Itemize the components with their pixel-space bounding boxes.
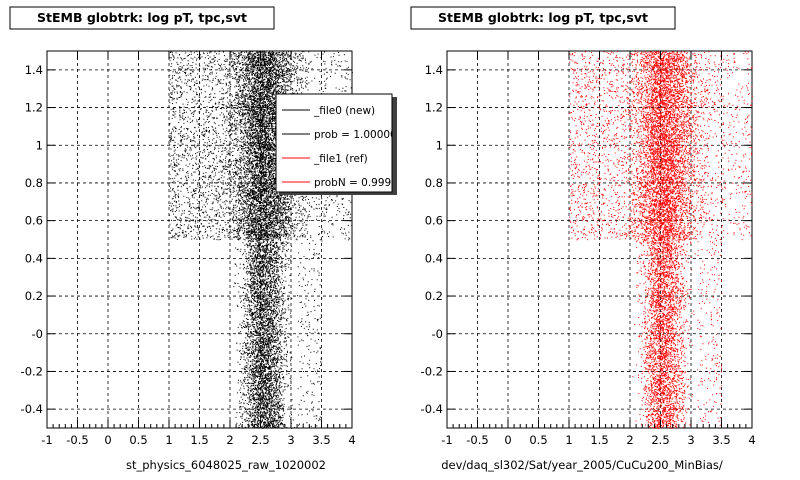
x-tick-label: 1 [565, 433, 572, 447]
left-chart-title: StEMB globtrk: log pT, tpc,svt [37, 10, 247, 25]
legend-entry-label: _file1 (ref) [313, 153, 368, 165]
x-tick-label: 0 [504, 433, 511, 447]
x-tick-label: 0 [104, 433, 111, 447]
x-tick-label: 2 [226, 433, 233, 447]
right-title-box [410, 6, 676, 30]
x-tick-label: 1.5 [590, 433, 608, 447]
scatter-mark [569, 51, 753, 429]
y-tick-label: 0.4 [25, 251, 43, 265]
y-tick-label: 0.6 [25, 214, 43, 228]
y-tick-label: 1.2 [25, 101, 43, 115]
x-tick-label: -1 [41, 433, 52, 447]
x-tick-label: -1 [441, 433, 452, 447]
left-x-axis-label: st_physics_6048025_raw_1020002 [126, 458, 326, 472]
y-tick-label: -0.2 [21, 364, 43, 378]
y-tick-label: 0.2 [425, 289, 443, 303]
x-tick-label: 0.5 [529, 433, 547, 447]
legend-entry-label: _file0 (new) [313, 105, 375, 117]
x-tick-label: -0.5 [466, 433, 488, 447]
x-tick-label: 4 [348, 433, 355, 447]
x-tick-label: -0.5 [66, 433, 88, 447]
y-tick-label: -0 [432, 327, 443, 341]
y-tick-label: 1.4 [425, 63, 443, 77]
right-panel: StEMB globtrk: log pT, tpc,svt -1 -0.5 0 0.… [410, 6, 756, 472]
y-tick-label: 0.2 [25, 289, 43, 303]
y-tick-label: 1 [36, 138, 43, 152]
y-tick-label: 0.8 [425, 176, 443, 190]
x-tick-label: 3 [687, 433, 694, 447]
y-tick-label: -0.4 [21, 402, 43, 416]
y-tick-label: 0.8 [25, 176, 43, 190]
y-tick-label: -0.2 [421, 364, 443, 378]
y-tick-label: 0.6 [425, 214, 443, 228]
x-tick-label: 3.5 [712, 433, 730, 447]
y-tick-label: 0.4 [425, 251, 443, 265]
y-tick-label: 1 [436, 138, 443, 152]
x-tick-label: 0.5 [129, 433, 147, 447]
left-panel: StEMB globtrk: log pT, tpc,svt -1 -0.5 0 0.… [9, 6, 356, 472]
legend-entry-label: prob = 1.000000 [314, 129, 403, 141]
x-tick-label: 2 [626, 433, 633, 447]
legend-entries: _file0 (new) prob = 1.000000 _file1 (ref) p… [282, 105, 411, 189]
scatter-mark [169, 51, 353, 429]
x-tick-label: 4 [748, 433, 755, 447]
legend-entry-label: probN = 0.999489 [314, 177, 411, 189]
x-tick-label: 3 [287, 433, 294, 447]
right-plot-area: -1 -0.5 0 0.5 1 1.5 2 2.5 3 3.5 4 -0.4 -0.2 -0 0.2 0.4 0… [421, 50, 756, 447]
legend: _file0 (new) prob = 1.000000 _file1 (ref) p… [275, 93, 411, 195]
scatter-points [569, 51, 753, 429]
scatter-points [169, 51, 353, 429]
right-x-axis-label: dev/daq_sl302/Sat/year_2005/CuCu200_MinB… [441, 458, 723, 472]
x-tick-label: 2.5 [651, 433, 669, 447]
y-tick-label: -0 [32, 327, 43, 341]
y-tick-label: -0.4 [421, 402, 443, 416]
y-tick-label: 1.2 [425, 101, 443, 115]
x-tick-label: 1 [165, 433, 172, 447]
left-title-box [9, 6, 275, 30]
right-chart-title: StEMB globtrk: log pT, tpc,svt [438, 10, 648, 25]
x-tick-label: 2.5 [251, 433, 269, 447]
y-tick-label: 1.4 [25, 63, 43, 77]
x-tick-label: 3.5 [312, 433, 330, 447]
x-tick-label: 1.5 [190, 433, 208, 447]
